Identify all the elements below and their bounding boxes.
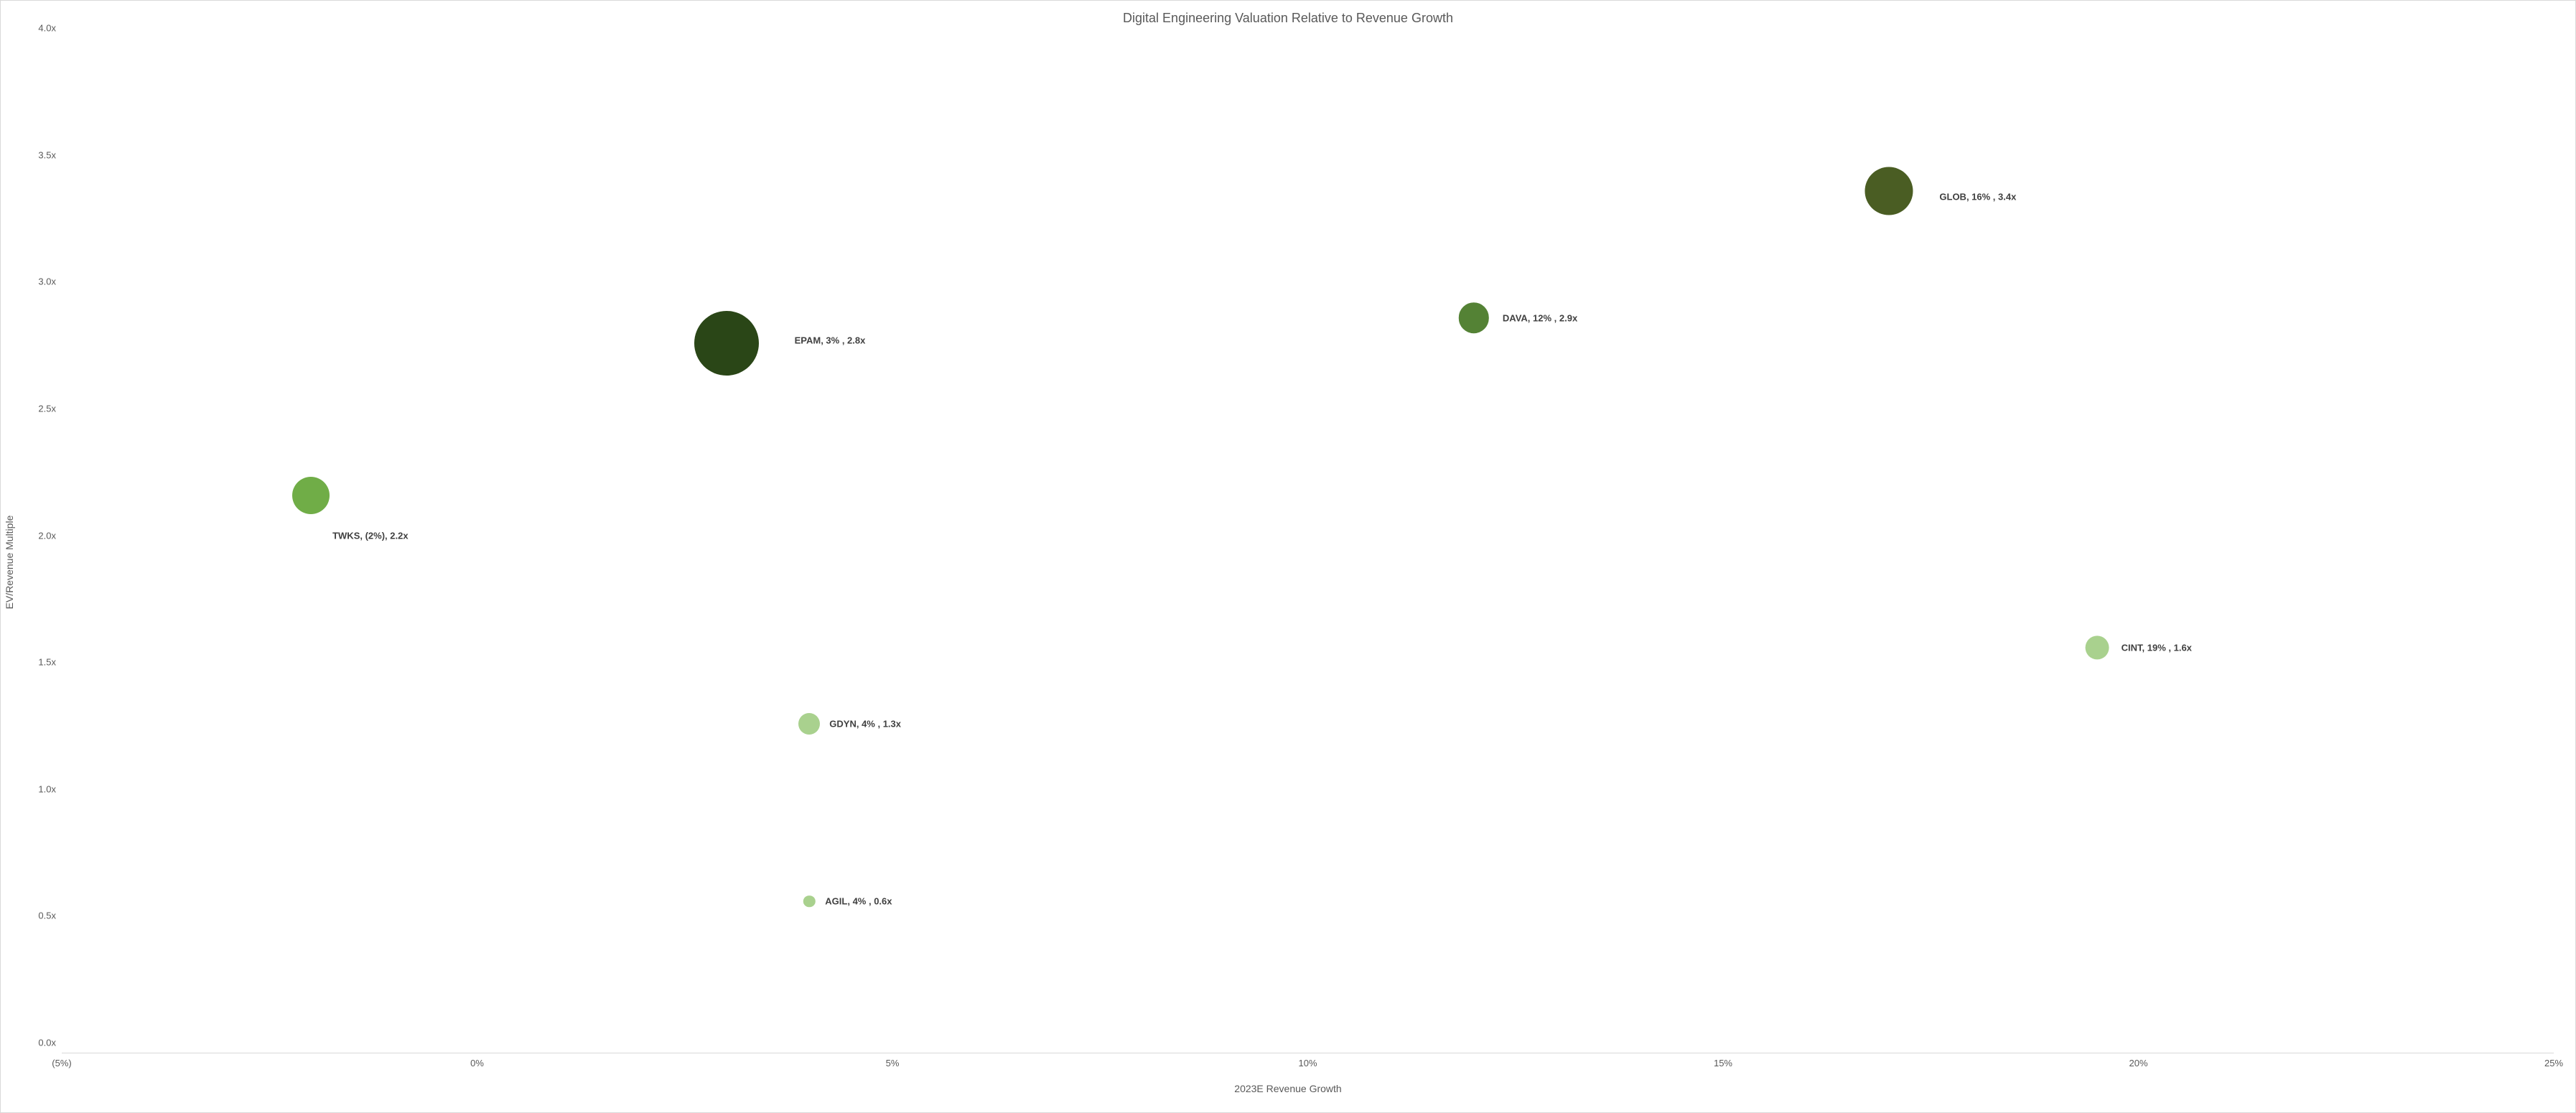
y-tick-label: 2.5x bbox=[38, 403, 62, 414]
y-tick-label: 4.0x bbox=[38, 23, 62, 34]
x-tick-label: 15% bbox=[1714, 1053, 1732, 1068]
bubble-label-agil: AGIL, 4% , 0.6x bbox=[825, 896, 892, 907]
plot-wrap: EV/Revenue Multiple 0.0x0.5x1.0x1.5x2.0x… bbox=[15, 32, 2561, 1093]
x-tick-label: 0% bbox=[470, 1053, 484, 1068]
y-tick-label: 2.0x bbox=[38, 530, 62, 541]
x-tick-label: 25% bbox=[2544, 1053, 2563, 1068]
chart-title: Digital Engineering Valuation Relative t… bbox=[15, 11, 2561, 26]
y-tick-label: 0.5x bbox=[38, 911, 62, 921]
y-axis-label: EV/Revenue Multiple bbox=[4, 516, 15, 610]
y-tick-label: 1.0x bbox=[38, 783, 62, 794]
bubble-cint bbox=[2085, 635, 2109, 659]
y-tick-label: 3.0x bbox=[38, 276, 62, 287]
x-tick-label: (5%) bbox=[52, 1053, 71, 1068]
bubble-gdyn bbox=[798, 713, 820, 735]
bubble-label-cint: CINT, 19% , 1.6x bbox=[2122, 642, 2192, 653]
bubble-epam bbox=[694, 311, 759, 376]
y-tick-label: 0.0x bbox=[38, 1038, 62, 1048]
bubble-label-glob: GLOB, 16% , 3.4x bbox=[1939, 191, 2016, 202]
y-tick-label: 1.5x bbox=[38, 657, 62, 668]
x-tick-label: 20% bbox=[2129, 1053, 2147, 1068]
bubble-dava bbox=[1459, 302, 1489, 332]
bubble-agil bbox=[803, 895, 815, 907]
bubble-twks bbox=[292, 477, 330, 514]
x-tick-label: 5% bbox=[886, 1053, 900, 1068]
chart-frame: Digital Engineering Valuation Relative t… bbox=[0, 0, 2576, 1113]
bubble-label-twks: TWKS, (2%), 2.2x bbox=[332, 530, 408, 541]
x-tick-label: 10% bbox=[1298, 1053, 1317, 1068]
bubble-label-gdyn: GDYN, 4% , 1.3x bbox=[829, 718, 901, 729]
plot-area: 0.0x0.5x1.0x1.5x2.0x2.5x3.0x3.5x4.0x(5%)… bbox=[62, 39, 2554, 1053]
x-axis-label: 2023E Revenue Growth bbox=[1234, 1083, 1341, 1094]
y-tick-label: 3.5x bbox=[38, 149, 62, 160]
bubble-label-dava: DAVA, 12% , 2.9x bbox=[1503, 312, 1577, 323]
bubble-glob bbox=[1865, 167, 1913, 215]
bubble-label-epam: EPAM, 3% , 2.8x bbox=[795, 335, 866, 345]
